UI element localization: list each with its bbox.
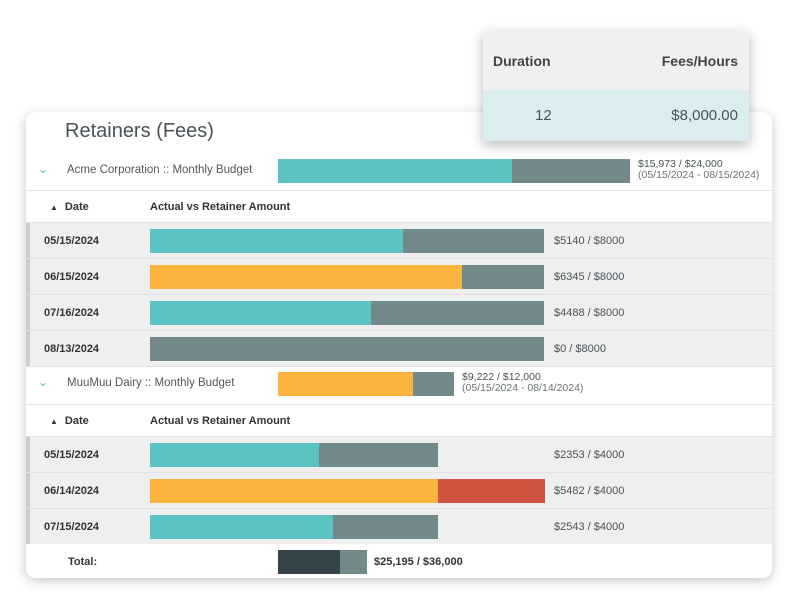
card-title: Retainers (Fees) bbox=[65, 120, 214, 142]
sort-up-icon: ▲ bbox=[50, 203, 58, 212]
row-amount: $2353 / $4000 bbox=[554, 449, 625, 461]
amount-header: Actual vs Retainer Amount bbox=[150, 415, 291, 427]
row-actual-fill bbox=[150, 479, 438, 503]
row-actual-fill bbox=[150, 515, 334, 539]
table-row: 07/15/2024 $2543 / $4000 bbox=[26, 508, 772, 545]
row-amount: $2543 / $4000 bbox=[554, 521, 625, 533]
table-row: 06/14/2024 $5482 / $4000 bbox=[26, 472, 772, 509]
sort-date-header[interactable]: ▲ Date bbox=[50, 201, 89, 213]
row-date: 07/16/2024 bbox=[44, 307, 100, 319]
total-row: Total: $25,195 / $36,000 bbox=[26, 544, 772, 578]
group-amount: $15,973 / $24,000 bbox=[638, 158, 723, 170]
sort-date-header[interactable]: ▲ Date bbox=[50, 415, 89, 427]
table-header: ▲ Date Actual vs Retainer Amount bbox=[26, 190, 772, 223]
row-retainer-bar bbox=[150, 479, 545, 503]
fees-column-header: Fees/Hours bbox=[661, 53, 738, 69]
group-actual-fill bbox=[278, 159, 513, 183]
duration-value: 12 bbox=[535, 107, 552, 124]
group-actual-fill bbox=[278, 372, 414, 396]
retainer-detail-popup: Duration Fees/Hours 12 $8,000.00 bbox=[483, 31, 749, 141]
row-retainer-bar bbox=[150, 515, 438, 539]
group-row-acme[interactable]: ⌄ Acme Corporation :: Monthly Budget $15… bbox=[26, 154, 772, 188]
group-period: (05/15/2024 - 08/14/2024) bbox=[462, 382, 584, 394]
row-date: 05/15/2024 bbox=[44, 235, 100, 247]
amount-header: Actual vs Retainer Amount bbox=[150, 201, 291, 213]
table-row: 06/15/2024 $6345 / $8000 bbox=[26, 258, 772, 295]
row-amount: $5482 / $4000 bbox=[554, 485, 625, 497]
duration-column-header: Duration bbox=[493, 53, 551, 69]
group-amount-text: $9,222 / $12,000 (05/15/2024 - 08/14/202… bbox=[462, 372, 583, 394]
group-budget-bar bbox=[278, 372, 454, 396]
table-row: 07/16/2024 $4488 / $8000 bbox=[26, 294, 772, 331]
table-row: 05/15/2024 $2353 / $4000 bbox=[26, 436, 772, 473]
sort-up-icon: ▲ bbox=[50, 417, 58, 426]
popup-row: 12 $8,000.00 bbox=[483, 90, 749, 141]
row-actual-fill bbox=[150, 301, 372, 325]
row-date: 05/15/2024 bbox=[44, 449, 100, 461]
row-date: 06/15/2024 bbox=[44, 271, 100, 283]
row-date: 06/14/2024 bbox=[44, 485, 100, 497]
row-retainer-bar bbox=[150, 301, 544, 325]
group-amount-text: $15,973 / $24,000 (05/15/2024 - 08/15/20… bbox=[638, 159, 759, 181]
row-amount: $6345 / $8000 bbox=[554, 271, 625, 283]
row-retainer-bar bbox=[150, 229, 544, 253]
table-row: 05/15/2024 $5140 / $8000 bbox=[26, 222, 772, 259]
group-name: MuuMuu Dairy :: Monthly Budget bbox=[67, 377, 235, 389]
row-actual-fill bbox=[150, 265, 463, 289]
row-actual-fill bbox=[150, 443, 320, 467]
row-date: 07/15/2024 bbox=[44, 521, 100, 533]
total-label: Total: bbox=[68, 556, 98, 568]
group-budget-bar bbox=[278, 159, 630, 183]
total-budget-bar bbox=[278, 550, 367, 574]
group-period: (05/15/2024 - 08/15/2024) bbox=[638, 169, 760, 181]
row-amount: $0 / $8000 bbox=[554, 343, 606, 355]
total-amount: $25,195 / $36,000 bbox=[374, 556, 463, 568]
row-retainer-bar bbox=[150, 443, 438, 467]
row-amount: $5140 / $8000 bbox=[554, 235, 625, 247]
retainers-card: Retainers (Fees) ⌄ Acme Corporation :: M… bbox=[26, 112, 772, 578]
group-row-muumuu[interactable]: ⌄ MuuMuu Dairy :: Monthly Budget $9,222 … bbox=[26, 366, 772, 401]
row-date: 08/13/2024 bbox=[44, 343, 100, 355]
row-overage-fill bbox=[438, 479, 545, 503]
table-row: 08/13/2024 $0 / $8000 bbox=[26, 330, 772, 367]
fees-value: $8,000.00 bbox=[671, 107, 738, 124]
row-retainer-bar bbox=[150, 337, 544, 361]
total-actual-fill bbox=[278, 550, 341, 574]
chevron-down-icon[interactable]: ⌄ bbox=[38, 162, 49, 176]
group-name: Acme Corporation :: Monthly Budget bbox=[67, 164, 253, 176]
chevron-down-icon[interactable]: ⌄ bbox=[38, 375, 49, 389]
table-header: ▲ Date Actual vs Retainer Amount bbox=[26, 404, 772, 437]
row-amount: $4488 / $8000 bbox=[554, 307, 625, 319]
row-actual-fill bbox=[150, 229, 404, 253]
row-retainer-bar bbox=[150, 265, 544, 289]
popup-header: Duration Fees/Hours bbox=[483, 31, 749, 90]
group-amount: $9,222 / $12,000 bbox=[462, 371, 541, 383]
